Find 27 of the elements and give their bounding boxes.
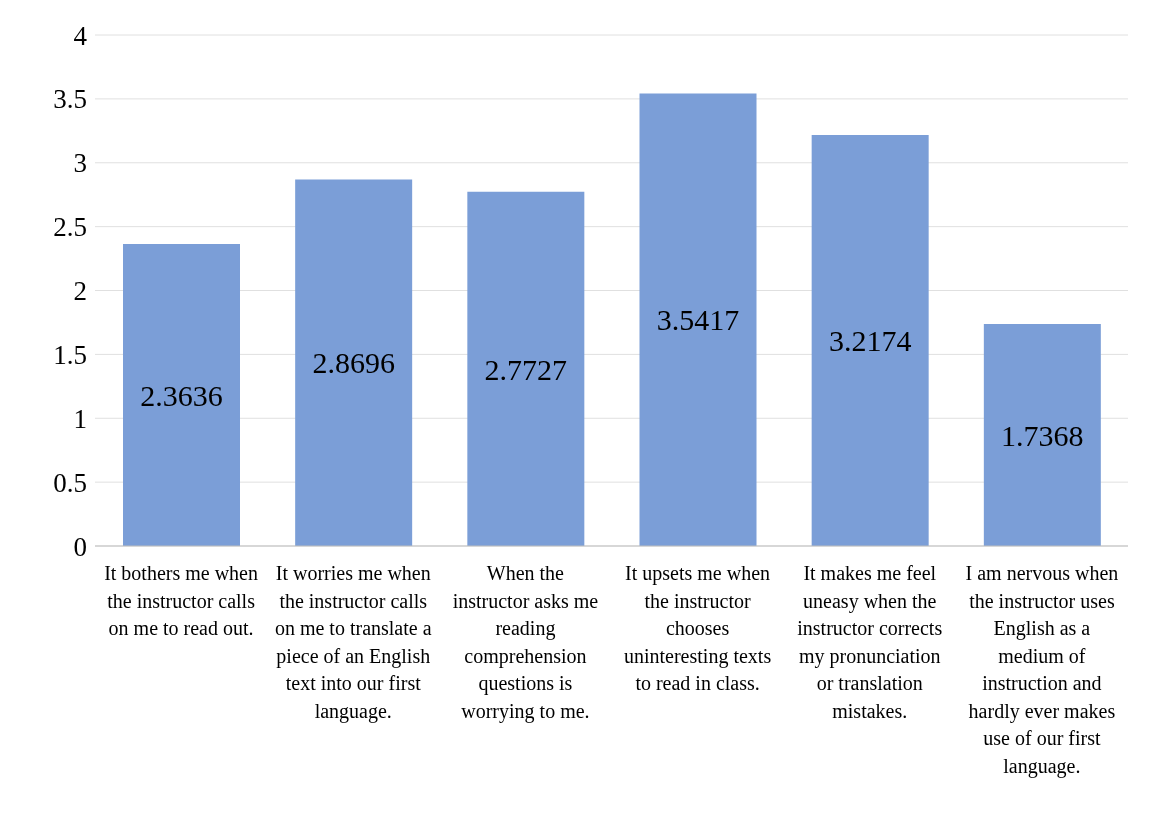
bar (811, 134, 929, 546)
y-tick-label: 2.5 (53, 212, 87, 243)
data-label: 2.3636 (140, 378, 223, 412)
x-tick-label: It bothers me when the instructor calls on me to read out. (104, 562, 259, 639)
y-tick-label: 2 (73, 276, 87, 307)
data-label: 2.7727 (484, 352, 568, 386)
x-tick-label: It upsets me when the instructor chooses uninteresting texts to read in class. (623, 562, 772, 694)
data-label: 2.8696 (312, 346, 395, 380)
y-tick-label: 0.5 (53, 467, 87, 498)
x-tick-label: I am nervous when the instructor uses English as a medium of instruction and hardly ever makes use of our first language. (965, 562, 1119, 778)
y-tick-label: 3.5 (53, 84, 87, 115)
x-tick-label: When the instructor asks me reading comprehension questions is worrying to me. (452, 562, 599, 723)
bar (983, 324, 1101, 546)
data-label: 3.5417 (656, 303, 740, 337)
bar (639, 93, 757, 546)
x-tick-label: It worries me when the instructor calls on me to translate a piece of an English text into our first language. (274, 562, 432, 723)
data-label: 1.7368 (1001, 418, 1084, 452)
x-tick-label: It makes me feel uneasy when the instructor corrects my pronunciation or translation mistakes. (797, 562, 943, 722)
data-label: 3.2174 (828, 324, 912, 358)
bar (467, 191, 585, 546)
y-tick-label: 3 (73, 148, 87, 179)
y-tick-label: 1.5 (53, 339, 87, 370)
y-tick-label: 1 (73, 403, 87, 434)
bar (123, 244, 240, 546)
y-tick-label: 4 (73, 20, 88, 51)
y-tick-label: 0 (73, 531, 87, 562)
bar (295, 179, 413, 546)
